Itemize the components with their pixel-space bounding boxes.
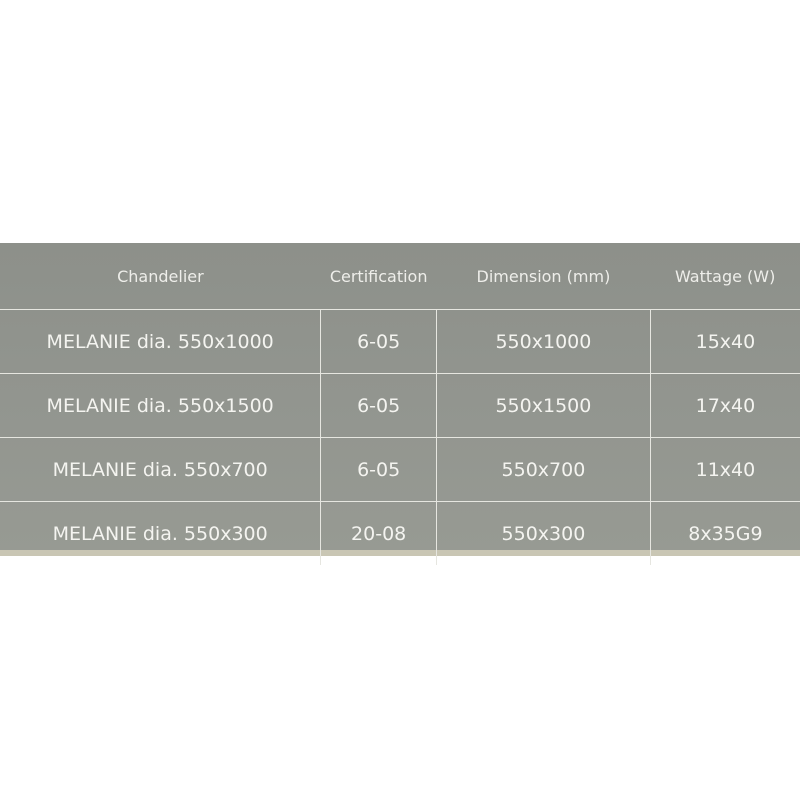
- cell-dimension: 550x1500: [436, 373, 651, 438]
- cell-dimension: 550x700: [436, 437, 651, 502]
- table-row: MELANIE dia. 550x700 6-05 550x700 11x40: [0, 437, 800, 502]
- header-row: Chandelier Certification Dimension (mm) …: [0, 243, 800, 310]
- cell-certification: 6-05: [320, 309, 437, 374]
- cell-chandelier: MELANIE dia. 550x1000: [0, 309, 322, 374]
- cell-dimension: 550x300: [436, 501, 651, 565]
- cell-chandelier: MELANIE dia. 550x300: [0, 501, 322, 565]
- cell-wattage: 11x40: [649, 437, 800, 502]
- table-row: MELANIE dia. 550x1000 6-05 550x1000 15x4…: [0, 309, 800, 374]
- cell-certification: 6-05: [320, 373, 437, 438]
- table-row: MELANIE dia. 550x300 20-08 550x300 8x35G…: [0, 501, 800, 565]
- cell-certification: 6-05: [320, 437, 437, 502]
- header-wattage: Wattage (W): [674, 266, 776, 286]
- header-dimension: Dimension (mm): [476, 266, 611, 286]
- cell-wattage: 8x35G9: [649, 501, 800, 565]
- cell-wattage: 15x40: [649, 309, 800, 374]
- cell-certification: 20-08: [320, 501, 437, 565]
- cell-chandelier: MELANIE dia. 550x1500: [0, 373, 322, 438]
- table-row: MELANIE dia. 550x1500 6-05 550x1500 17x4…: [0, 373, 800, 438]
- header-certification: Certification: [329, 266, 428, 286]
- product-spec-table: Chandelier Certification Dimension (mm) …: [0, 243, 800, 565]
- cell-chandelier: MELANIE dia. 550x700: [0, 437, 322, 502]
- header-chandelier: Chandelier: [117, 266, 204, 286]
- cell-dimension: 550x1000: [436, 309, 651, 374]
- cell-wattage: 17x40: [649, 373, 800, 438]
